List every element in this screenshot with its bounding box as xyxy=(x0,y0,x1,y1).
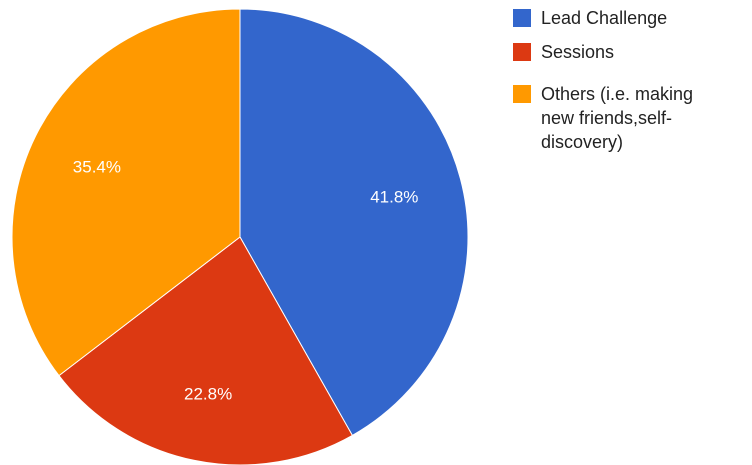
pie-slice-label-1: 41.8% xyxy=(370,187,418,206)
pie-slice-3[interactable] xyxy=(11,8,241,377)
pie-slice-1[interactable] xyxy=(239,8,469,437)
pie-slice-2[interactable] xyxy=(58,236,354,465)
pie-slice-label-3: 35.4% xyxy=(73,157,121,176)
legend-swatch-1 xyxy=(513,9,531,27)
legend-label-3: Others (i.e. making new friends,self-disc… xyxy=(541,84,693,152)
pie-slices xyxy=(11,8,469,465)
legend-swatch-2 xyxy=(513,43,531,61)
legend: Lead Challenge Sessions Others (i.e. makin… xyxy=(513,8,693,152)
legend-label-1: Lead Challenge xyxy=(541,8,667,28)
legend-swatch-3 xyxy=(513,85,531,103)
pie-slice-labels: 41.8% 22.8% 35.4% xyxy=(73,157,419,403)
pie-slice-label-2: 22.8% xyxy=(184,384,232,403)
legend-label-2: Sessions xyxy=(541,42,614,62)
